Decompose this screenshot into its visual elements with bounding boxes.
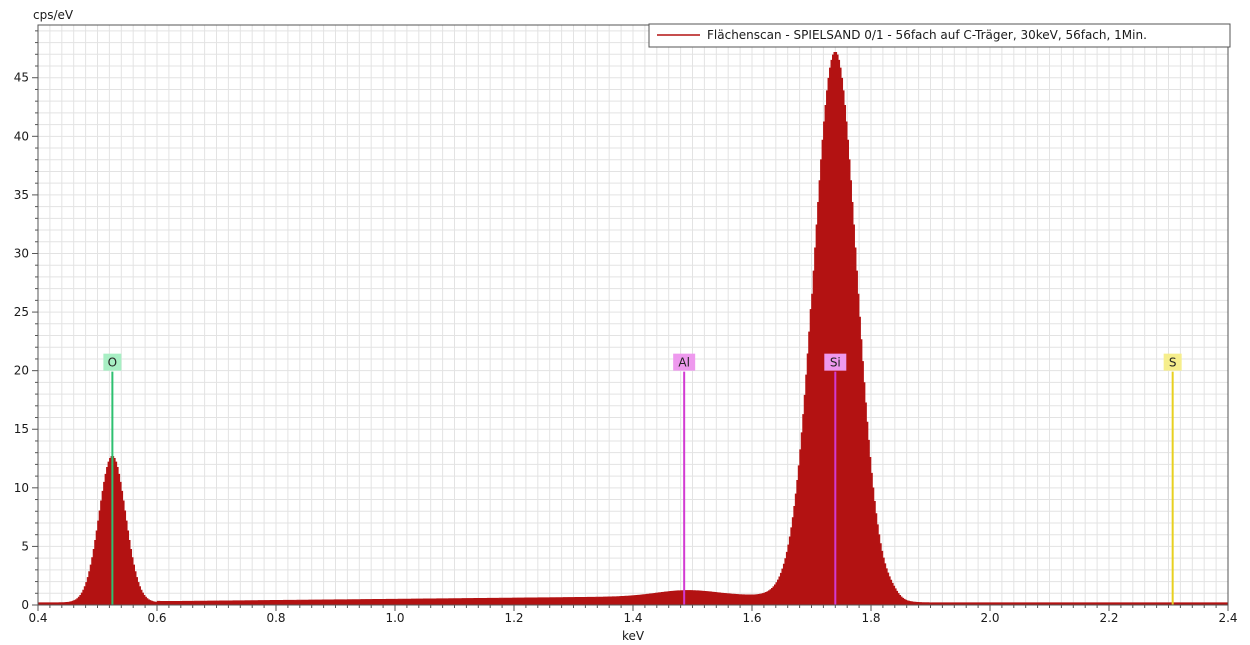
element-marker-label-bg — [1163, 353, 1182, 371]
element-markers: O Al Si S — [103, 353, 1182, 605]
spectrum-area — [37, 51, 1229, 606]
element-marker-si: Si — [824, 353, 847, 605]
grid-lines — [37, 25, 1229, 606]
x-tick-label: 0.8 — [266, 611, 285, 625]
y-tick-label: 25 — [14, 305, 29, 319]
y-tick-label: 30 — [14, 246, 29, 260]
element-marker-label: Al — [678, 356, 690, 370]
x-tick-label: 2.0 — [980, 611, 999, 625]
y-tick-label: 15 — [14, 422, 29, 436]
x-axis-title: keV — [622, 629, 645, 643]
spectrum-series — [37, 51, 1229, 606]
legend-entry-label: Flächenscan - SPIELSAND 0/1 - 56fach auf… — [707, 28, 1147, 42]
y-tick-label: 5 — [21, 539, 29, 553]
element-marker-label-bg — [103, 353, 122, 371]
x-tick-label: 1.6 — [742, 611, 761, 625]
x-tick-label: 2.4 — [1218, 611, 1237, 625]
y-tick-label: 40 — [14, 129, 29, 143]
y-tick-label: 20 — [14, 364, 29, 378]
y-tick-label: 35 — [14, 188, 29, 202]
element-marker-label: Si — [830, 356, 841, 370]
x-tick-label: 1.4 — [623, 611, 642, 625]
x-tick-label: 0.4 — [28, 611, 47, 625]
x-tick-label: 1.2 — [504, 611, 523, 625]
element-marker-label-bg — [673, 353, 696, 371]
y-tick-label: 10 — [14, 481, 29, 495]
element-marker-s: S — [1163, 353, 1182, 605]
x-tick-label: 1.8 — [861, 611, 880, 625]
element-marker-o: O — [103, 353, 122, 605]
axis-ticks: 0.4 0.6 0.8 1.0 1.2 1.4 1.6 1.8 2.0 2.2 2.4 0 5 10 15 2… — [14, 30, 1238, 625]
x-tick-label: 2.2 — [1099, 611, 1118, 625]
y-tick-label: 0 — [21, 598, 29, 612]
element-marker-label-bg — [824, 353, 847, 371]
element-marker-label: S — [1169, 356, 1177, 370]
element-marker-al: Al — [673, 353, 696, 605]
y-tick-label: 45 — [14, 71, 29, 85]
element-marker-label: O — [108, 356, 117, 370]
x-tick-label: 1.0 — [385, 611, 404, 625]
legend-box — [648, 23, 1231, 48]
y-axis-title: cps/eV — [33, 8, 74, 22]
x-tick-label: 0.6 — [147, 611, 166, 625]
legend: Flächenscan - SPIELSAND 0/1 - 56fach auf… — [648, 23, 1231, 48]
